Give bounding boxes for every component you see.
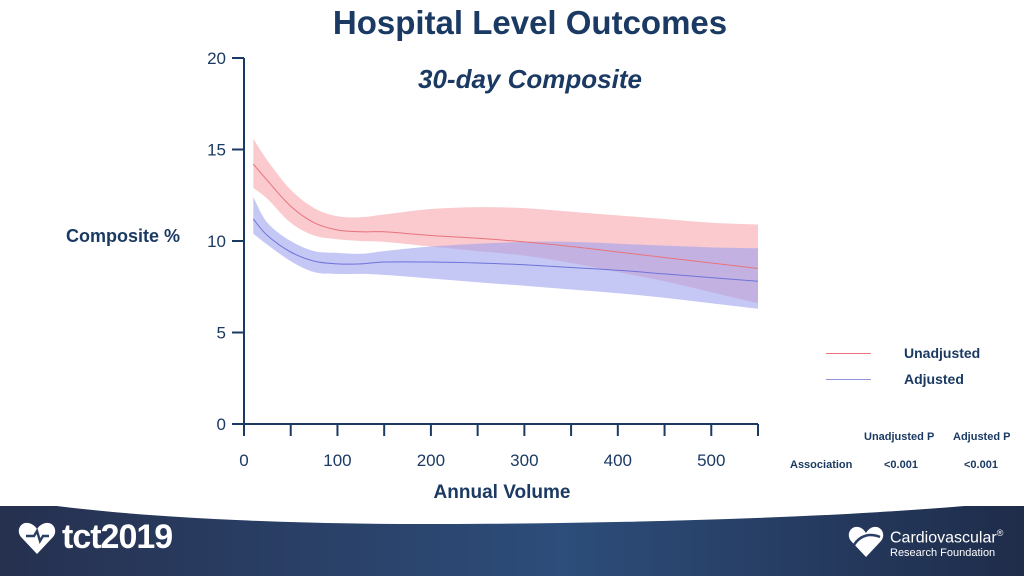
x-tick-label: 500 xyxy=(697,451,725,470)
legend-swatch-adjusted xyxy=(826,379,871,380)
y-tick-label: 0 xyxy=(217,415,226,434)
line-adjusted xyxy=(252,218,759,282)
x-tick-label: 300 xyxy=(510,451,538,470)
pvalue-header-unadjusted: Unadjusted P xyxy=(864,431,935,443)
pvalue-row-label: Association xyxy=(790,459,853,471)
crf-name: Cardiovascular xyxy=(890,529,997,547)
pvalue-header-adjusted: Adjusted P xyxy=(953,431,1011,443)
tct-logo-text: tct2019 xyxy=(62,518,173,556)
crf-logo: Cardiovascular® Research Foundation xyxy=(848,524,1003,560)
legend-swatch-unadjusted xyxy=(826,353,871,354)
legend-label-unadjusted: Unadjusted xyxy=(904,345,981,361)
crf-name-sub: Research Foundation xyxy=(890,547,996,560)
legend-item-unadjusted: Unadjusted xyxy=(826,344,1006,364)
line-unadjusted xyxy=(252,163,759,269)
x-tick-label: 0 xyxy=(239,451,248,470)
y-tick-label: 20 xyxy=(207,49,226,68)
y-tick-label: 5 xyxy=(217,324,226,343)
legend-item-adjusted: Adjusted xyxy=(826,370,1006,390)
chart-subtitle: 30-day Composite xyxy=(418,64,642,94)
crf-registered-mark: ® xyxy=(996,528,1004,538)
y-tick-label: 15 xyxy=(207,141,226,160)
y-tick-label: 10 xyxy=(207,232,226,251)
x-tick-label: 400 xyxy=(604,451,632,470)
y-axis-label: Composite % xyxy=(66,226,181,246)
confidence-bands xyxy=(253,138,759,309)
footer-bar xyxy=(0,506,1024,576)
pvalue-adjusted: <0.001 xyxy=(964,459,998,471)
heart-icon xyxy=(18,522,56,554)
tct-logo: tct2019 xyxy=(18,518,173,557)
series-lines xyxy=(252,163,759,282)
x-tick-label: 200 xyxy=(417,451,445,470)
x-tick-label: 100 xyxy=(323,451,351,470)
legend-label-adjusted: Adjusted xyxy=(904,371,964,387)
x-axis-label: Annual Volume xyxy=(433,482,571,503)
band-adjusted xyxy=(253,197,759,309)
pvalue-unadjusted: <0.001 xyxy=(884,459,918,471)
crf-heart-icon xyxy=(848,527,884,558)
page-title: Hospital Level Outcomes xyxy=(332,4,728,41)
